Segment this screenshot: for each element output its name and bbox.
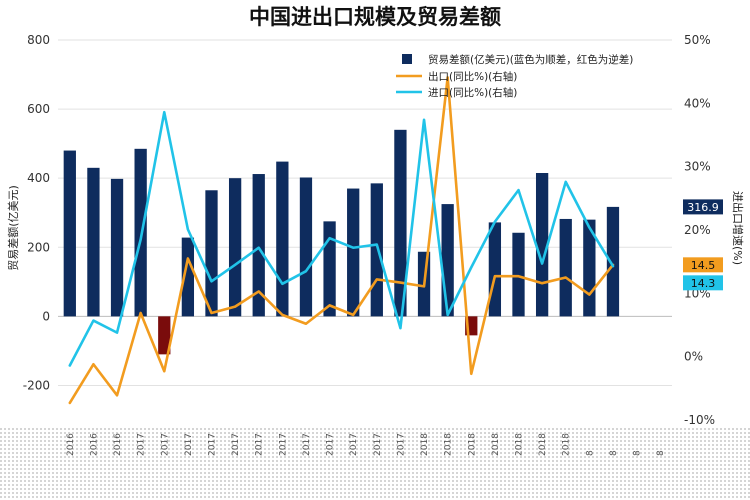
bar-surplus (181, 237, 195, 317)
y2-tick-label: 20% (684, 223, 711, 237)
x-tick-label: 2017 (396, 433, 406, 456)
end-value-labels: 316.9 14.5 14.3 (683, 199, 723, 291)
legend-label-import: 进口(同比%)(右轴) (428, 86, 517, 99)
x-tick-label: 8 (585, 450, 595, 456)
bar-surplus (488, 222, 502, 317)
x-tick-label: 2017 (278, 433, 288, 456)
y-tick-label: 800 (27, 33, 50, 47)
bar-surplus (63, 150, 76, 317)
bar-surplus (276, 161, 289, 317)
bar-surplus (323, 221, 336, 317)
bar-surplus (299, 177, 313, 317)
bar-surplus (559, 218, 572, 317)
end-label-box (683, 275, 723, 291)
end-label-value: 14.5 (691, 259, 716, 272)
x-tick-label: 2017 (349, 433, 359, 456)
chart-title: 中国进出口规模及贸易差额 (249, 5, 501, 29)
x-tick-label: 2018 (538, 433, 548, 456)
bar-deficit (158, 316, 171, 355)
x-tick-label: 8 (609, 450, 619, 456)
bar-surplus (205, 190, 218, 317)
x-tick-label: 8 (633, 450, 643, 456)
bar-surplus (606, 206, 620, 317)
x-tick-label: 2018 (467, 433, 477, 456)
x-tick-label: 8 (656, 450, 666, 456)
x-tick-label: 2017 (373, 433, 383, 456)
x-tick-label: 2017 (255, 433, 265, 456)
y-tick-label: 200 (27, 240, 50, 254)
y-tick-label: 0 (42, 309, 50, 323)
y-axis-label-left: 贸易差额(亿美元) (6, 185, 20, 271)
x-tick-label: 2018 (515, 433, 525, 456)
bar-surplus (370, 183, 383, 317)
end-label-box (683, 199, 723, 215)
bar-surplus (228, 178, 242, 317)
bar-surplus (441, 204, 454, 317)
y2-tick-label: -10% (684, 413, 715, 427)
bar-surplus (347, 188, 360, 317)
y2-tick-label: 30% (684, 160, 711, 174)
legend-label-trade-balance: 贸易差额(亿美元)(蓝色为顺差，红色为逆差) (428, 53, 633, 66)
x-tick-label: 2018 (562, 433, 572, 456)
bar-surplus (535, 173, 549, 317)
x-tick-label: 2018 (444, 433, 454, 456)
right-axis-ticks: 50%40%30%20%10%0%-10% (684, 33, 715, 427)
y-axis-label-right: 进出口增速(%) (731, 191, 745, 265)
x-tick-label: 2017 (184, 433, 194, 456)
legend-swatch-trade-balance (402, 54, 412, 64)
dotted-footer-band (0, 428, 750, 500)
x-tick-label: 2017 (302, 433, 312, 456)
growth-lines (68, 76, 615, 405)
legend: 贸易差额(亿美元)(蓝色为顺差，红色为逆差) 出口(同比%)(右轴) 进口(同比%)… (396, 53, 633, 99)
bar-surplus (252, 174, 265, 317)
left-axis-ticks: 800 600 400 200 0 -200 (23, 33, 50, 392)
y-tick-label: -200 (23, 378, 50, 392)
x-tick-label: 2017 (160, 433, 170, 456)
y2-tick-label: 0% (684, 350, 703, 364)
x-tick-label: 2018 (491, 433, 501, 456)
x-tick-label: 2017 (137, 433, 147, 456)
bar-surplus (110, 178, 124, 317)
x-tick-label: 2017 (208, 433, 218, 456)
bar-surplus (394, 129, 407, 317)
x-axis-labels: 2016 2016 2016 2017 2017 2017 2017 2017 2017 2017… (66, 433, 666, 456)
export-growth-line (68, 76, 615, 405)
y-tick-label: 400 (27, 171, 50, 185)
x-tick-label: 2017 (231, 433, 241, 456)
x-tick-label: 2017 (326, 433, 336, 456)
x-tick-label: 2018 (420, 433, 430, 456)
y2-tick-label: 40% (684, 96, 711, 110)
x-tick-label: 2016 (113, 433, 123, 456)
y-tick-label: 600 (27, 102, 50, 116)
end-label-box (683, 257, 723, 273)
end-label-value: 14.3 (691, 277, 716, 290)
x-tick-label: 2016 (89, 433, 99, 456)
y2-tick-label: 50% (684, 33, 711, 47)
import-growth-line (68, 110, 615, 367)
x-tick-label: 2016 (66, 433, 76, 456)
legend-label-export: 出口(同比%)(右轴) (428, 70, 517, 83)
bar-surplus (87, 167, 100, 317)
end-label-value: 316.9 (687, 201, 719, 214)
bar-surplus (512, 232, 525, 317)
